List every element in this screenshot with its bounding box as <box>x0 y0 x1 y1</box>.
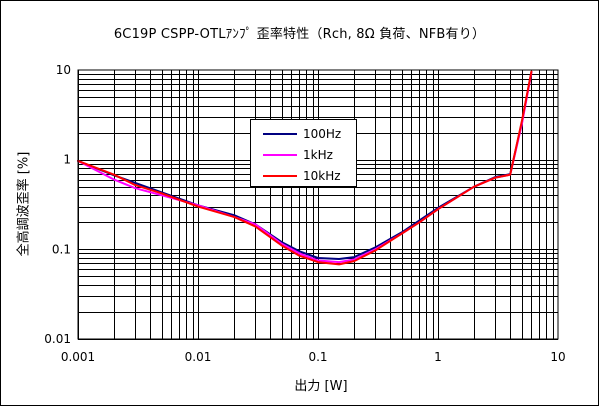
x-tick-label: 10 <box>550 350 565 364</box>
chart-title: 6C19P CSPP-OTLｱﾝﾌﾟ 歪率特性（Rch, 8Ω 負荷、NFB有り… <box>113 27 486 42</box>
y-tick-labels: 0.01 0.1 1 10 <box>44 63 71 346</box>
y-axis-label: 全高調波歪率 [%] <box>16 151 32 257</box>
legend-label-1khz: 1kHz <box>303 147 333 162</box>
legend-label-100hz: 100Hz <box>303 126 342 141</box>
x-tick-labels: 0.001 0.01 0.1 1 10 <box>61 350 566 364</box>
x-tick-label: 0.01 <box>185 350 212 364</box>
y-tick-label: 10 <box>56 63 71 77</box>
y-tick-label: 0.01 <box>44 332 71 346</box>
x-tick-label: 0.1 <box>308 350 327 364</box>
y-tick-label: 1 <box>63 153 71 167</box>
legend-swatch-1khz <box>263 153 297 156</box>
x-tick-label: 0.001 <box>61 350 95 364</box>
series-layer <box>77 70 533 266</box>
legend-item-1khz: 1kHz <box>251 144 356 165</box>
plot-border <box>77 69 559 340</box>
x-axis-label: 出力 [W] <box>294 379 348 394</box>
legend-swatch-10khz <box>263 174 297 177</box>
legend-item-10khz: 10kHz <box>251 165 356 186</box>
series-line-10khz <box>77 70 533 266</box>
legend: 100Hz 1kHz 10kHz <box>250 119 357 187</box>
legend-swatch-100hz <box>263 132 297 135</box>
legend-item-100hz: 100Hz <box>251 123 356 144</box>
legend-label-10khz: 10kHz <box>303 168 341 183</box>
y-tick-label: 0.1 <box>52 242 71 256</box>
x-tick-label: 1 <box>434 350 442 364</box>
